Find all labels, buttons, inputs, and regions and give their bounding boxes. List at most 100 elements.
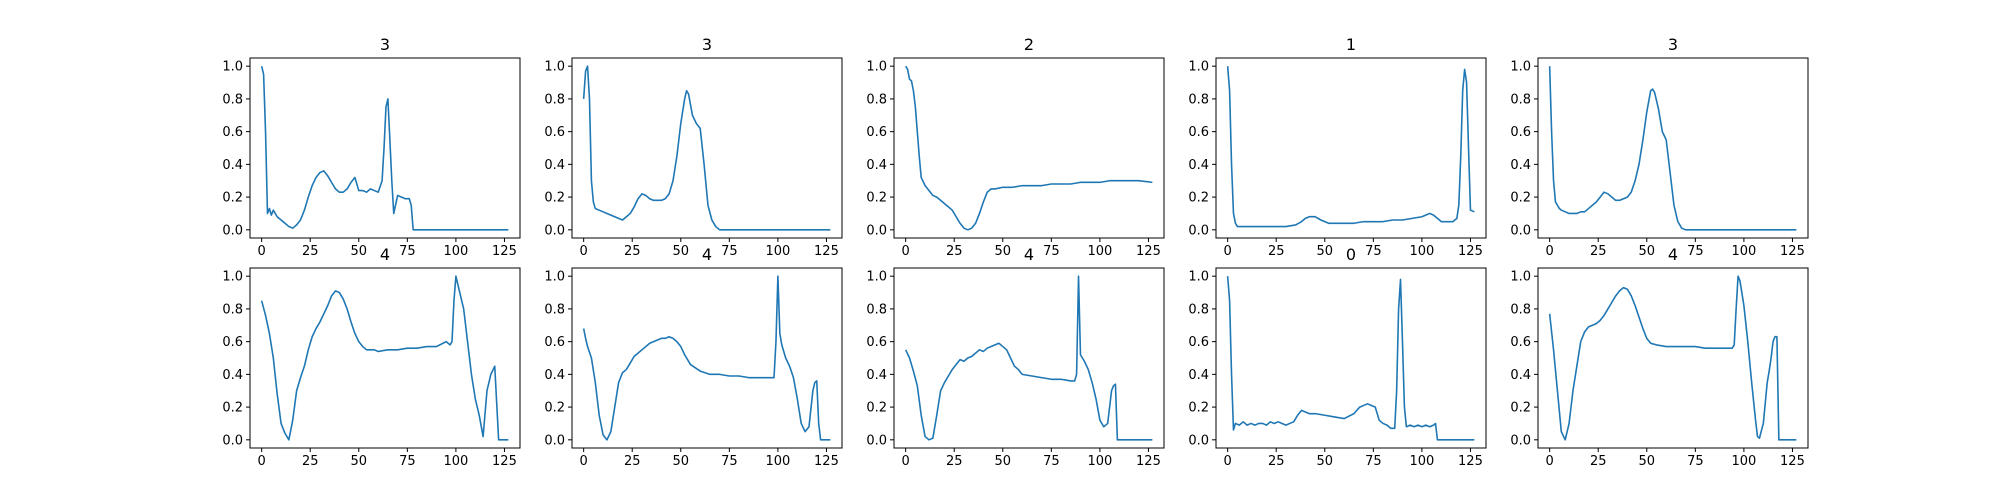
- y-tick-label: 0.2: [1188, 401, 1209, 416]
- y-tick-label: 0.2: [544, 191, 565, 206]
- x-tick-label: 25: [1268, 454, 1285, 469]
- y-tick-label: 1.0: [222, 270, 243, 285]
- axes-frame: [571, 57, 843, 239]
- y-tick-label: 1.0: [222, 60, 243, 75]
- x-tick-label: 25: [302, 244, 319, 259]
- x-tick-label: 100: [1731, 244, 1756, 259]
- y-tick-label: 0.2: [1188, 191, 1209, 206]
- x-tick-label: 75: [399, 454, 416, 469]
- x-tick-label: 50: [351, 454, 368, 469]
- y-tick-label: 0.8: [866, 92, 887, 107]
- x-tick-label: 125: [814, 244, 839, 259]
- y-tick-label: 0.6: [544, 125, 565, 140]
- y-tick-label: 0.8: [1188, 92, 1209, 107]
- subplot-10: 4 0 25 50 75 100 125 0.0 0.2 0.4 0.6 0.8 1.0: [1510, 245, 1809, 469]
- series-line: [1226, 66, 1475, 228]
- subplot-1: 3 0 25 50 75 100 125 0.0 0.2 0.4 0.6 0.8 1.0: [222, 35, 521, 259]
- subplot-3: 2 0 25 50 75 100 125 0.0 0.2 0.4 0.6 0.8 1.0: [866, 35, 1165, 259]
- y-tick-label: 0.0: [544, 433, 565, 448]
- subplot-title: 4: [702, 245, 712, 264]
- y-tick-label: 0.4: [1510, 158, 1531, 173]
- x-tick-label: 75: [1365, 454, 1382, 469]
- subplot-6: 4 0 25 50 75 100 125 0.0 0.2 0.4 0.6 0.8 1.0: [222, 245, 521, 469]
- y-tick-label: 0.0: [866, 223, 887, 238]
- subplot-4: 1 0 25 50 75 100 125 0.0 0.2 0.4 0.6 0.8 1.0: [1188, 35, 1487, 259]
- x-tick-label: 100: [765, 244, 790, 259]
- x-tick-label: 50: [673, 454, 690, 469]
- x-tick-label: 0: [902, 454, 910, 469]
- y-tick-label: 0.2: [544, 401, 565, 416]
- y-tick-label: 0.6: [222, 335, 243, 350]
- y-tick-label: 0.0: [1188, 223, 1209, 238]
- x-tick-label: 75: [1687, 454, 1704, 469]
- subplot-7: 4 0 25 50 75 100 125 0.0 0.2 0.4 0.6 0.8 1.0: [544, 245, 843, 469]
- x-tick-label: 0: [1224, 244, 1232, 259]
- x-tick-label: 25: [1590, 454, 1607, 469]
- x-tick-label: 0: [1546, 454, 1554, 469]
- x-tick-label: 75: [1043, 454, 1060, 469]
- x-tick-label: 50: [673, 244, 690, 259]
- x-tick-label: 0: [1546, 244, 1554, 259]
- x-tick-label: 100: [1087, 454, 1112, 469]
- x-tick-label: 125: [492, 454, 517, 469]
- y-tick-label: 0.4: [222, 368, 243, 383]
- y-tick-label: 0.4: [866, 158, 887, 173]
- x-tick-label: 25: [946, 454, 963, 469]
- x-tick-label: 0: [580, 454, 588, 469]
- y-tick-label: 0.6: [1510, 335, 1531, 350]
- x-tick-label: 75: [1043, 244, 1060, 259]
- subplot-9: 0 0 25 50 75 100 125 0.0 0.2 0.4 0.6 0.8 1.0: [1188, 245, 1487, 469]
- x-tick-label: 75: [1365, 244, 1382, 259]
- axes-frame: [1215, 57, 1487, 239]
- subplot-title: 4: [1024, 245, 1034, 264]
- x-tick-label: 25: [624, 244, 641, 259]
- y-tick-label: 0.0: [866, 433, 887, 448]
- y-tick-label: 0.0: [222, 223, 243, 238]
- x-tick-label: 25: [946, 244, 963, 259]
- y-tick-label: 0.0: [1188, 433, 1209, 448]
- x-tick-label: 0: [580, 244, 588, 259]
- y-tick-label: 1.0: [1510, 60, 1531, 75]
- x-tick-label: 0: [1224, 454, 1232, 469]
- series-line: [582, 65, 831, 231]
- subplot-title: 3: [702, 35, 712, 54]
- axes-frame: [249, 267, 521, 449]
- axes-frame: [1215, 267, 1487, 449]
- x-tick-label: 25: [1268, 244, 1285, 259]
- y-tick-label: 0.2: [866, 191, 887, 206]
- x-tick-label: 100: [1087, 244, 1112, 259]
- y-tick-label: 0.8: [222, 92, 243, 107]
- y-tick-label: 0.6: [544, 335, 565, 350]
- x-tick-label: 100: [443, 244, 468, 259]
- subplot-title: 2: [1024, 35, 1034, 54]
- y-tick-label: 0.4: [544, 158, 565, 173]
- x-tick-label: 125: [1458, 244, 1483, 259]
- x-tick-label: 100: [1409, 244, 1434, 259]
- y-tick-label: 0.8: [1510, 302, 1531, 317]
- y-tick-label: 0.4: [866, 368, 887, 383]
- series-line: [1548, 275, 1797, 441]
- series-line: [1548, 66, 1797, 231]
- subplot-title: 4: [1668, 245, 1678, 264]
- subplot-8: 4 0 25 50 75 100 125 0.0 0.2 0.4 0.6 0.8 1.0: [866, 245, 1165, 469]
- x-tick-label: 0: [258, 454, 266, 469]
- series-line: [904, 275, 1153, 441]
- y-tick-label: 1.0: [1510, 270, 1531, 285]
- subplot-title: 1: [1346, 35, 1356, 54]
- x-tick-label: 50: [1639, 454, 1656, 469]
- x-tick-label: 125: [1136, 454, 1161, 469]
- x-tick-label: 100: [765, 454, 790, 469]
- y-tick-label: 0.8: [222, 302, 243, 317]
- subplot-title: 3: [1668, 35, 1678, 54]
- x-tick-label: 100: [443, 454, 468, 469]
- x-tick-label: 125: [492, 244, 517, 259]
- x-tick-label: 50: [995, 454, 1012, 469]
- y-tick-label: 0.4: [1188, 368, 1209, 383]
- y-tick-label: 0.4: [1188, 158, 1209, 173]
- x-tick-label: 125: [1780, 244, 1805, 259]
- y-tick-label: 0.6: [222, 125, 243, 140]
- y-tick-label: 1.0: [866, 60, 887, 75]
- x-tick-label: 75: [1687, 244, 1704, 259]
- x-tick-label: 125: [814, 454, 839, 469]
